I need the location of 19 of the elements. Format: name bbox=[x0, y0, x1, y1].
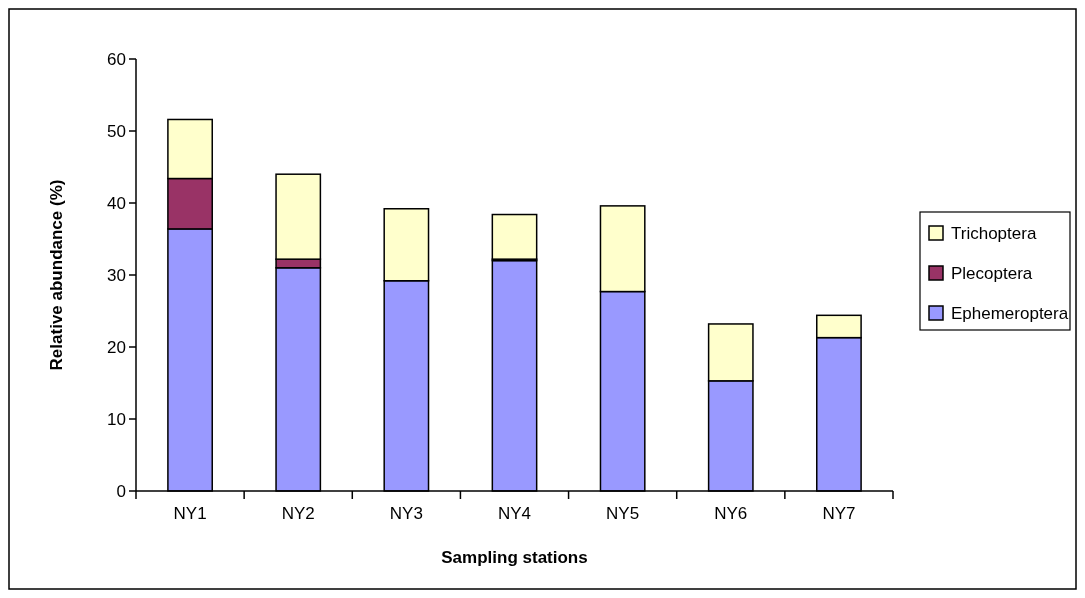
x-tick-label: NY1 bbox=[173, 504, 207, 523]
y-tick-label: 60 bbox=[107, 49, 126, 69]
x-tick-label: NY4 bbox=[497, 504, 532, 523]
x-axis-title: Sampling stations bbox=[441, 548, 588, 567]
x-tick-label: NY2 bbox=[281, 504, 315, 523]
legend-label: Trichoptera bbox=[951, 223, 1037, 243]
legend-label: Ephemeroptera bbox=[951, 303, 1069, 323]
legend-label: Plecoptera bbox=[951, 263, 1033, 283]
y-tick-label: 0 bbox=[116, 481, 126, 501]
y-tick-label: 30 bbox=[107, 265, 126, 285]
y-tick-label: 50 bbox=[107, 121, 126, 141]
y-axis-title: Relative abundance (%) bbox=[47, 179, 66, 371]
y-tick-label: 20 bbox=[107, 337, 126, 357]
y-tick-label: 10 bbox=[107, 409, 126, 429]
y-tick-label: 40 bbox=[107, 193, 126, 213]
x-tick-label: NY3 bbox=[389, 504, 423, 523]
x-tick-label: NY6 bbox=[714, 504, 748, 523]
x-tick-label: NY5 bbox=[606, 504, 640, 523]
x-tick-label: NY7 bbox=[822, 504, 856, 523]
